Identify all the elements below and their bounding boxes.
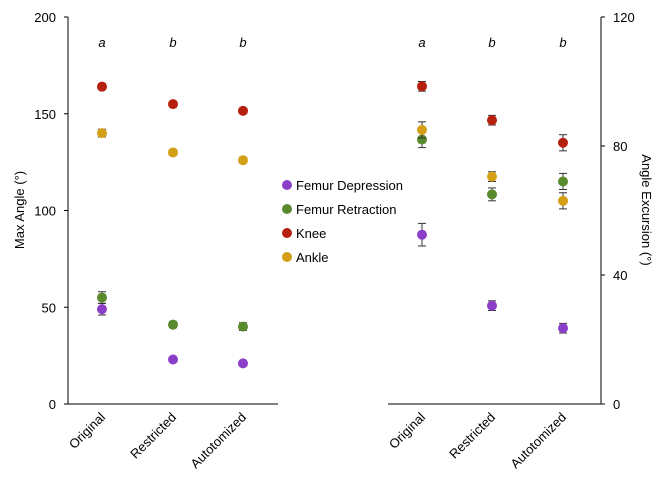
point-femur-retraction [558, 176, 568, 187]
significance-label: b [488, 35, 495, 50]
point-ankle [97, 128, 107, 139]
x-tick-label: Autotomized [187, 410, 249, 472]
point-knee [558, 137, 568, 148]
significance-label: a [418, 35, 425, 50]
significance-label: b [239, 35, 246, 50]
point-femur-retraction [97, 292, 107, 303]
y-tick-label: 0 [613, 397, 620, 412]
point-ankle [487, 171, 497, 182]
x-tick-label: Original [66, 409, 108, 451]
y-tick-label: 100 [34, 204, 56, 219]
y-axis-title-left: Max Angle (°) [12, 171, 27, 249]
legend-marker-femur-depression [282, 180, 292, 190]
point-femur-retraction [487, 189, 497, 200]
y-tick-label: 0 [49, 397, 56, 412]
point-femur-depression [417, 229, 427, 240]
significance-label: a [98, 35, 105, 50]
legend-label-knee: Knee [296, 226, 326, 241]
point-knee [417, 81, 427, 92]
point-ankle [238, 155, 248, 166]
significance-label: b [559, 35, 566, 50]
point-femur-retraction [238, 321, 248, 332]
point-femur-retraction [417, 134, 427, 145]
point-femur-retraction [168, 319, 178, 330]
y-axis-title-right: Angle Excursion (°) [639, 154, 652, 265]
legend-marker-femur-retraction [282, 204, 292, 214]
legend-label-femur-depression: Femur Depression [296, 178, 403, 193]
point-knee [97, 81, 107, 92]
point-ankle [417, 124, 427, 135]
legend-label-ankle: Ankle [296, 250, 329, 265]
legend-marker-ankle [282, 252, 292, 262]
x-tick-label: Restricted [446, 410, 498, 462]
x-tick-label: Autotomized [507, 410, 569, 472]
y-tick-label: 40 [613, 268, 627, 283]
point-femur-depression [487, 300, 497, 311]
point-knee [168, 99, 178, 110]
x-tick-label: Restricted [127, 410, 179, 462]
significance-label: b [169, 35, 176, 50]
point-ankle [558, 195, 568, 206]
y-tick-label: 200 [34, 10, 56, 25]
point-femur-depression [558, 323, 568, 334]
legend-label-femur-retraction: Femur Retraction [296, 202, 396, 217]
point-ankle [168, 147, 178, 158]
y-tick-label: 150 [34, 107, 56, 122]
x-tick-label: Original [386, 409, 428, 451]
point-knee [487, 115, 497, 126]
y-tick-label: 50 [42, 300, 56, 315]
point-femur-depression [168, 354, 178, 365]
point-knee [238, 105, 248, 116]
legend-marker-knee [282, 228, 292, 238]
y-tick-label: 120 [613, 10, 635, 25]
y-tick-label: 80 [613, 139, 627, 154]
point-femur-depression [97, 304, 107, 315]
point-femur-depression [238, 358, 248, 369]
